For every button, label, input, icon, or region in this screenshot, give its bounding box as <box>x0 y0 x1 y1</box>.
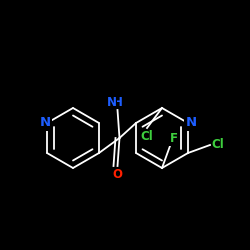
Text: F: F <box>170 132 178 145</box>
Text: N: N <box>40 116 50 130</box>
Text: N: N <box>186 116 196 130</box>
Text: N: N <box>106 96 117 108</box>
Text: Cl: Cl <box>140 130 153 143</box>
Text: Cl: Cl <box>212 138 224 151</box>
Text: O: O <box>112 168 122 180</box>
Text: H: H <box>112 96 122 108</box>
